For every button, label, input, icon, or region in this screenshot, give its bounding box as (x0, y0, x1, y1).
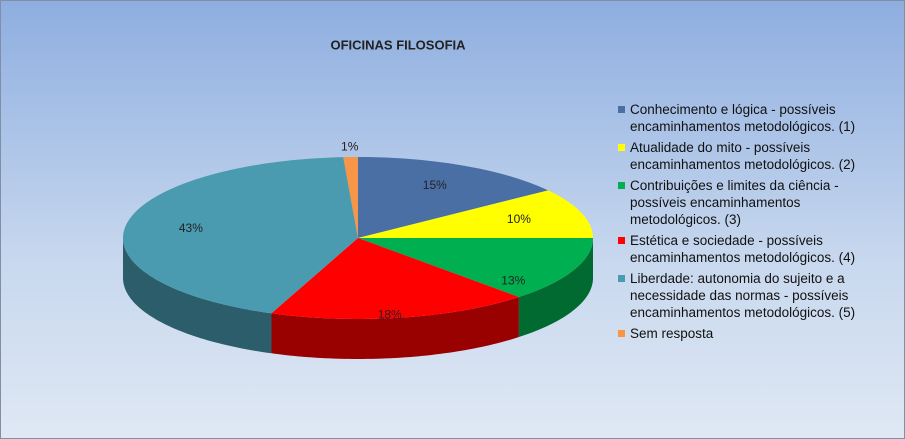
legend-label: Conhecimento e lógica - possíveis encami… (630, 102, 856, 134)
legend-swatch (618, 237, 625, 244)
legend-item: Liberdade: autonomia do sujeito e a nece… (616, 270, 891, 321)
legend-swatch (618, 182, 625, 189)
pie-slice (358, 238, 593, 298)
data-label: 43% (179, 221, 203, 235)
pie-slice-side (123, 238, 272, 354)
pie-slice (358, 157, 549, 238)
legend-item: Estética e sociedade - possíveis encamin… (616, 232, 891, 266)
legend-item: Atualidade do mito - possíveis encaminha… (616, 139, 891, 173)
legend-label: Sem resposta (630, 326, 714, 341)
data-label: 18% (378, 307, 402, 321)
legend-label: Atualidade do mito - possíveis encaminha… (630, 140, 856, 172)
legend-item: Sem resposta (616, 325, 891, 342)
legend-swatch (618, 106, 625, 113)
legend: Conhecimento e lógica - possíveis encami… (616, 101, 891, 346)
pie-slice (123, 157, 359, 314)
legend-label: Contribuições e limites da ciência - pos… (630, 178, 839, 227)
pie-slice (343, 157, 358, 238)
data-label: 1% (341, 139, 359, 153)
chart-title: OFICINAS FILOSOFIA (330, 37, 466, 52)
legend-item: Contribuições e limites da ciência - pos… (616, 177, 891, 228)
legend-label: Liberdade: autonomia do sujeito e a nece… (630, 271, 856, 320)
pie-slice-side (271, 297, 519, 359)
legend-swatch (618, 330, 625, 337)
pie-slice (271, 238, 519, 319)
pie-slice-side (518, 238, 593, 338)
pie-slice (358, 190, 593, 238)
legend-swatch (618, 275, 625, 282)
legend-label: Estética e sociedade - possíveis encamin… (630, 233, 856, 265)
data-label: 15% (423, 178, 447, 192)
legend-swatch (618, 144, 625, 151)
data-label: 13% (501, 273, 525, 287)
legend-item: Conhecimento e lógica - possíveis encami… (616, 101, 891, 135)
data-label: 10% (507, 212, 531, 226)
